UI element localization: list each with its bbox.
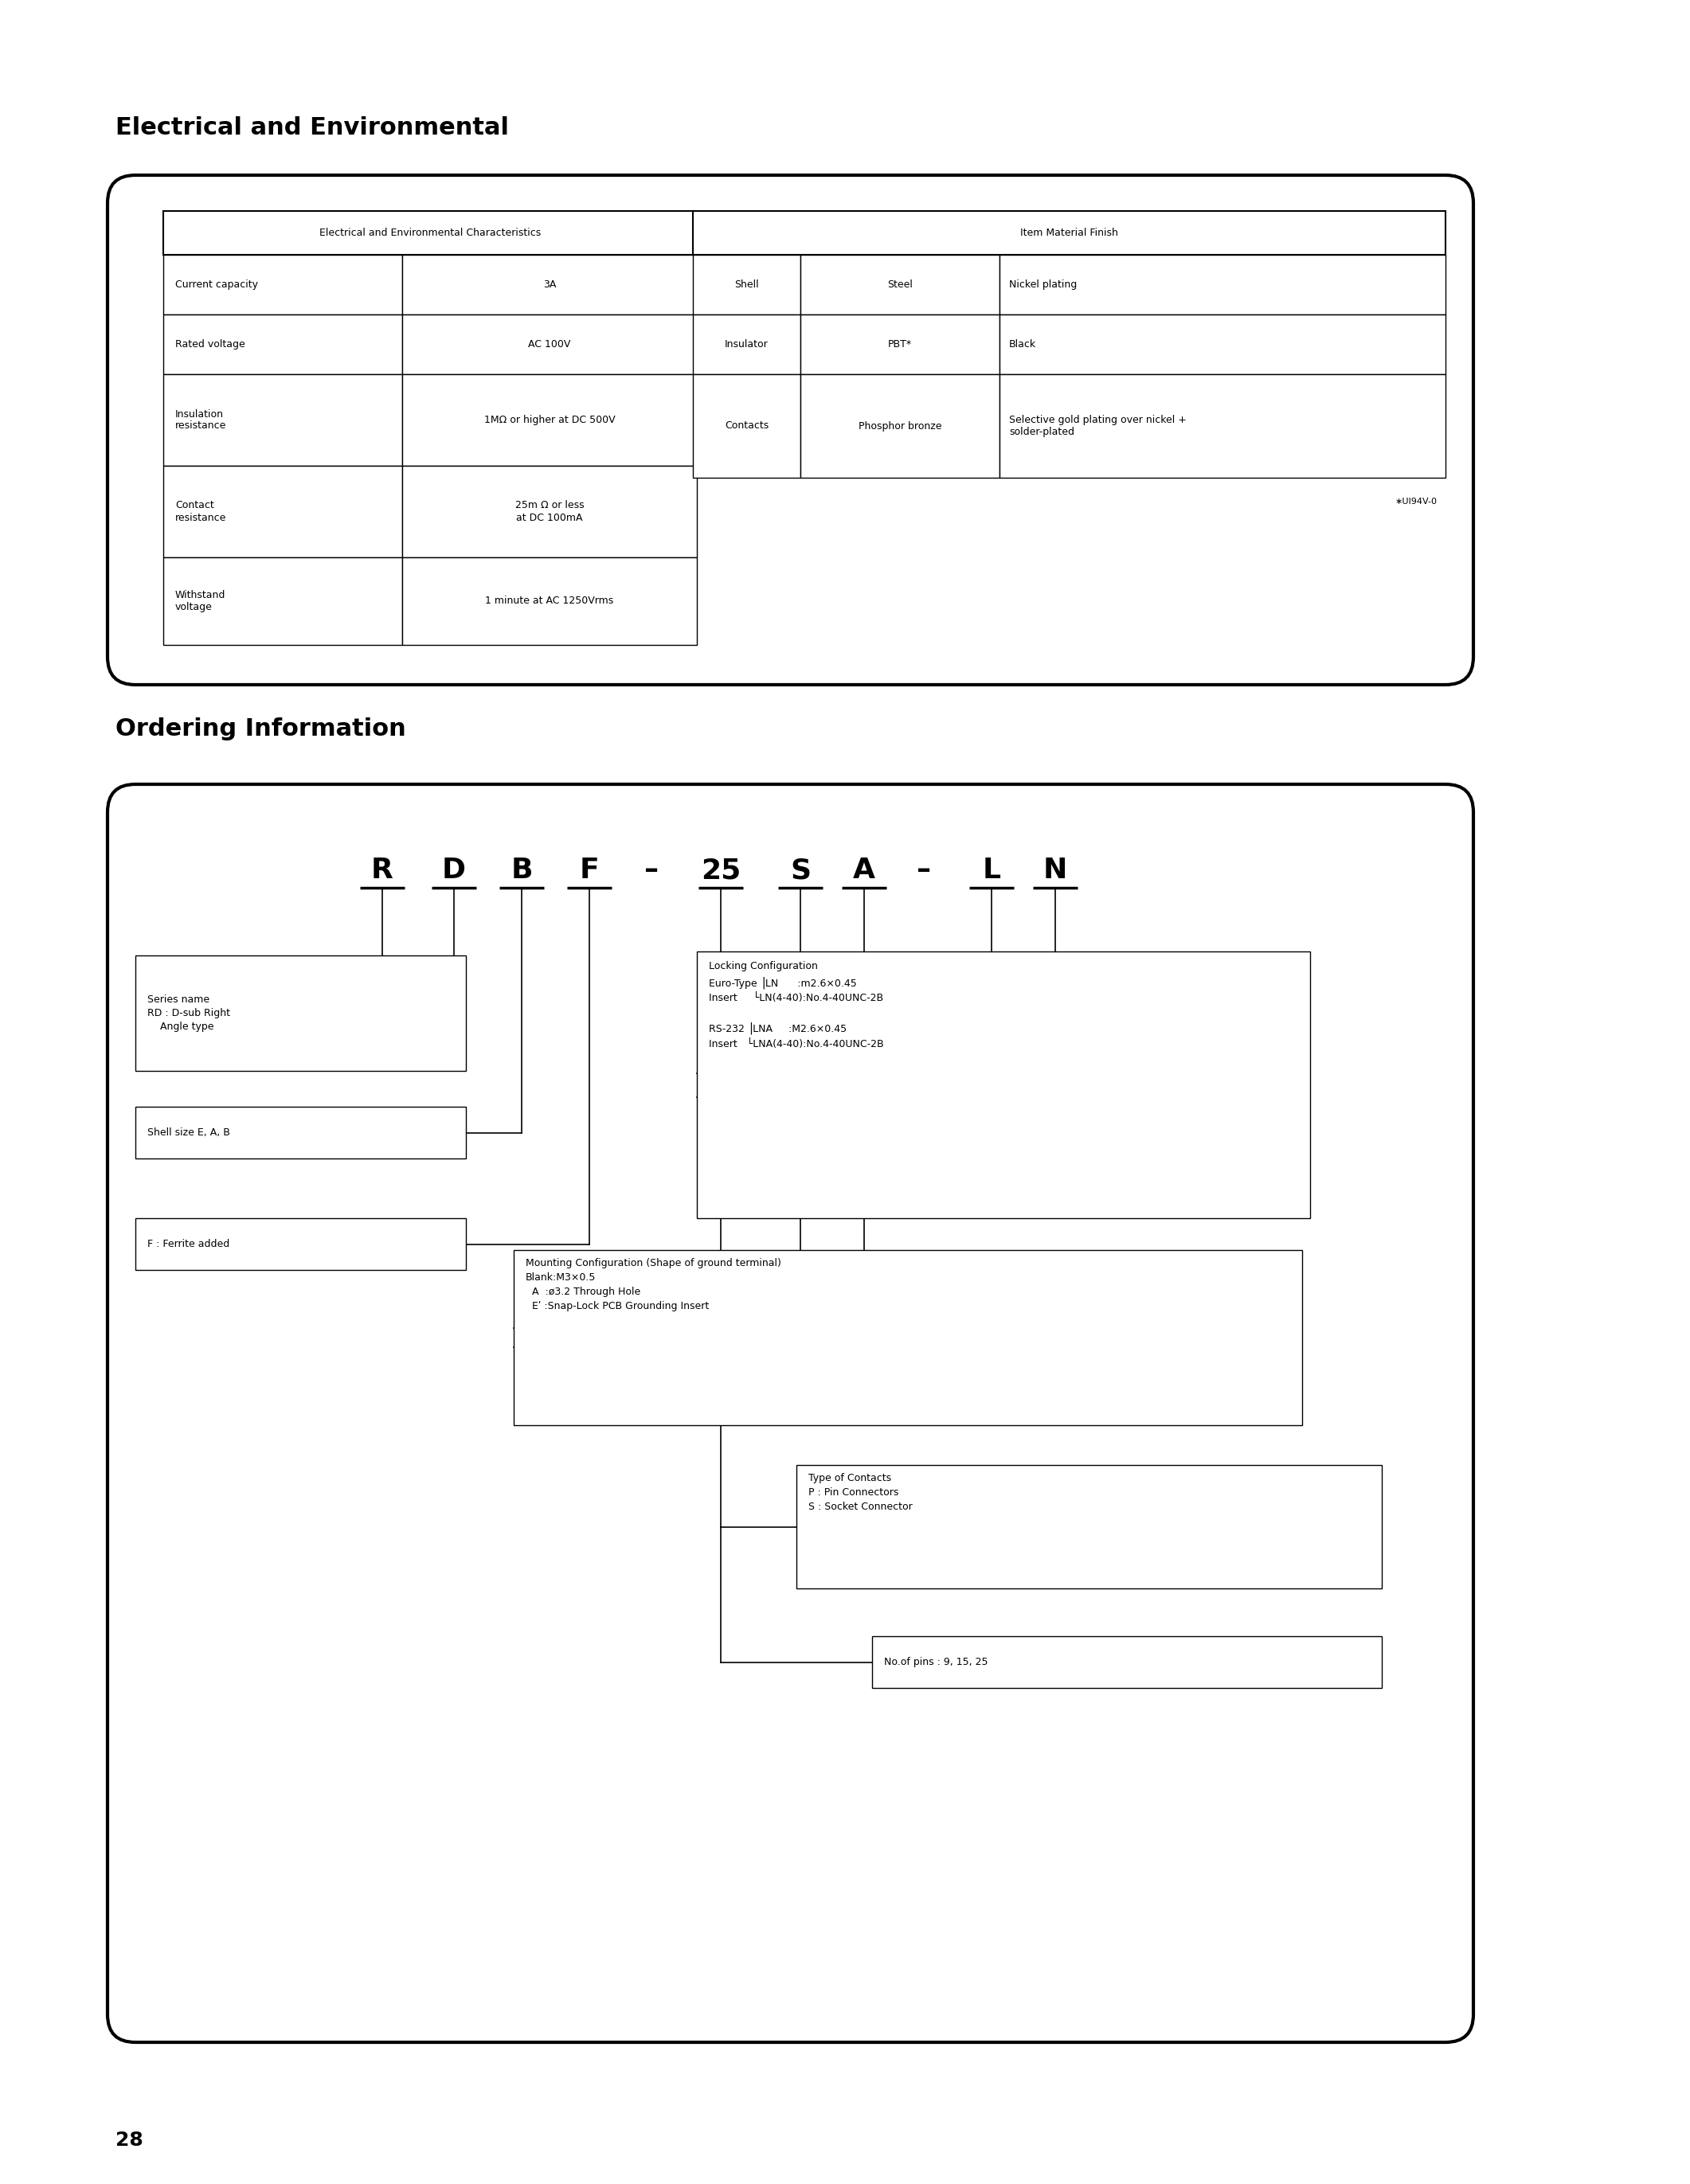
Text: Selective gold plating over nickel +
solder-plated: Selective gold plating over nickel + sol… (1009, 415, 1186, 437)
Text: ∗UI94V-0: ∗UI94V-0 (1396, 498, 1438, 505)
Text: Insulation
resistance: Insulation resistance (176, 408, 226, 430)
Bar (402, 373, 696, 465)
Bar (402, 557, 696, 644)
Bar (693, 212, 1445, 256)
Text: Electrical and Environmental: Electrical and Environmental (115, 116, 509, 140)
Bar (164, 212, 696, 256)
Text: Contact
resistance: Contact resistance (176, 500, 226, 522)
FancyBboxPatch shape (108, 175, 1474, 686)
Bar (693, 256, 801, 314)
Text: A: A (853, 856, 875, 885)
Bar (402, 314, 696, 373)
Bar (164, 314, 402, 373)
Text: D: D (443, 856, 466, 885)
Bar (135, 1219, 466, 1269)
Bar (801, 373, 999, 478)
Text: Black: Black (1009, 339, 1036, 349)
Text: F: F (580, 856, 600, 885)
Bar (872, 1636, 1382, 1688)
Bar (164, 256, 402, 314)
Text: PBT*: PBT* (887, 339, 913, 349)
Bar (135, 954, 466, 1070)
Text: Contacts: Contacts (725, 422, 769, 430)
Text: Electrical and Environmental Characteristics: Electrical and Environmental Characteris… (319, 227, 541, 238)
Text: Current capacity: Current capacity (176, 280, 259, 290)
Text: Steel: Steel (887, 280, 913, 290)
Bar (693, 373, 801, 478)
FancyBboxPatch shape (108, 784, 1474, 2042)
Bar (693, 314, 801, 373)
Bar (402, 256, 696, 314)
Text: 1 minute at AC 1250Vrms: 1 minute at AC 1250Vrms (485, 596, 613, 607)
Bar (796, 1465, 1382, 1588)
Bar (514, 1249, 1301, 1426)
Text: Mounting Configuration (Shape of ground terminal)
Blank:M3×0.5
  A  :ø3.2 Throug: Mounting Configuration (Shape of ground … (526, 1258, 781, 1310)
Text: –: – (644, 856, 659, 885)
Text: R: R (372, 856, 394, 885)
Bar (696, 952, 1310, 1219)
Text: Phosphor bronze: Phosphor bronze (859, 422, 941, 430)
Text: Rated voltage: Rated voltage (176, 339, 245, 349)
Bar (999, 314, 1445, 373)
Text: Nickel plating: Nickel plating (1009, 280, 1077, 290)
Text: 25m Ω or less
at DC 100mA: 25m Ω or less at DC 100mA (515, 500, 585, 522)
Text: Type of Contacts
P : Pin Connectors
S : Socket Connector: Type of Contacts P : Pin Connectors S : … (808, 1472, 913, 1511)
Bar (801, 256, 999, 314)
Text: Shell size E, A, B: Shell size E, A, B (147, 1127, 230, 1138)
Bar (999, 373, 1445, 478)
Text: Item Material Finish: Item Material Finish (1021, 227, 1119, 238)
Text: Locking Configuration
Euro-Type ⎟LN      :m2.6×0.45
Insert     └LN(4-40):No.4-40: Locking Configuration Euro-Type ⎟LN :m2.… (708, 961, 884, 1048)
Text: Ordering Information: Ordering Information (115, 716, 406, 740)
Text: Series name
RD : D-sub Right
    Angle type: Series name RD : D-sub Right Angle type (147, 994, 230, 1031)
Text: Shell: Shell (735, 280, 759, 290)
Bar (164, 557, 402, 644)
Text: S: S (789, 856, 811, 885)
Text: Withstand
voltage: Withstand voltage (176, 590, 226, 612)
Text: Insulator: Insulator (725, 339, 769, 349)
Text: B: B (510, 856, 532, 885)
Bar (999, 256, 1445, 314)
Text: No.of pins : 9, 15, 25: No.of pins : 9, 15, 25 (884, 1658, 989, 1666)
Bar (135, 1107, 466, 1158)
Text: –: – (916, 856, 931, 885)
Text: AC 100V: AC 100V (529, 339, 571, 349)
Text: 3A: 3A (542, 280, 556, 290)
Bar (801, 314, 999, 373)
Bar (402, 465, 696, 557)
Text: L: L (982, 856, 1000, 885)
Text: F : Ferrite added: F : Ferrite added (147, 1238, 230, 1249)
Text: N: N (1043, 856, 1068, 885)
Bar (164, 373, 402, 465)
Text: 1MΩ or higher at DC 500V: 1MΩ or higher at DC 500V (483, 415, 615, 426)
Text: 25: 25 (701, 856, 740, 885)
Text: 28: 28 (115, 2132, 144, 2149)
Bar (164, 465, 402, 557)
